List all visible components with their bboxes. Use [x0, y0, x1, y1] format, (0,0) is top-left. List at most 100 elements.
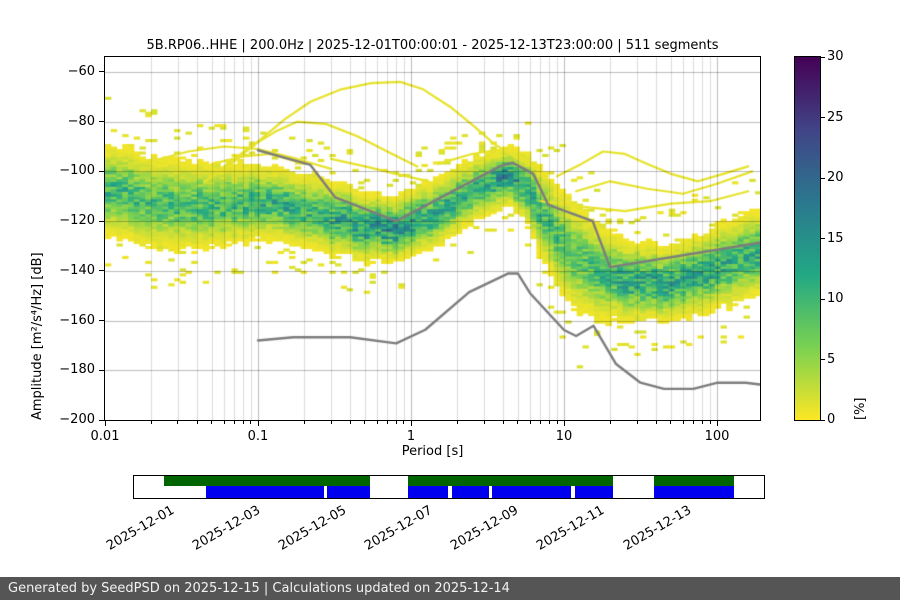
x-minor-tick	[242, 421, 244, 424]
x-minor-tick	[330, 421, 332, 424]
x-minor-tick	[517, 421, 519, 424]
y-tick	[99, 220, 104, 222]
coverage-segment-green	[654, 476, 734, 486]
date-tick-label: 2025-12-05	[276, 503, 350, 554]
x-minor-tick	[364, 421, 366, 424]
plot-area	[104, 56, 761, 421]
x-minor-tick	[211, 421, 213, 424]
colorbar-tick-label: 0	[827, 412, 836, 427]
coverage-segment-blue	[575, 486, 613, 498]
colorbar-tick-label: 30	[827, 49, 844, 64]
coverage-segment-green	[163, 476, 371, 486]
y-tick	[99, 121, 104, 123]
colorbar-tick-label: 25	[827, 109, 844, 125]
x-tick-label: 100	[704, 429, 730, 444]
y-tick-label: −160	[59, 312, 95, 328]
x-minor-tick	[548, 421, 550, 424]
x-minor-tick	[250, 421, 252, 424]
x-minor-tick	[655, 421, 657, 424]
y-tick-label: −200	[59, 412, 95, 427]
x-tick	[104, 421, 106, 426]
y-tick	[99, 71, 104, 73]
x-tick	[563, 421, 565, 426]
y-tick	[99, 419, 104, 421]
x-minor-tick	[483, 421, 485, 424]
x-minor-tick	[701, 421, 703, 424]
x-minor-tick	[529, 421, 531, 424]
colorbar-label: [%]	[853, 397, 868, 421]
y-tick-label: −140	[59, 262, 95, 278]
x-tick-label: 0.1	[247, 429, 269, 444]
colorbar-tick	[821, 238, 825, 239]
x-minor-tick	[177, 421, 179, 424]
x-tick	[716, 421, 718, 426]
colorbar-tick-label: 15	[827, 230, 844, 246]
colorbar	[794, 56, 821, 421]
x-tick-label: 10	[555, 429, 573, 444]
x-minor-tick	[233, 421, 235, 424]
x-minor-tick	[349, 421, 351, 424]
date-tick-label: 2025-12-07	[362, 503, 436, 554]
x-minor-tick	[376, 421, 378, 424]
date-tick-label: 2025-12-13	[620, 503, 694, 554]
x-minor-tick	[539, 421, 541, 424]
colorbar-tick-label: 20	[827, 170, 844, 185]
colorbar-tick-label: 10	[827, 291, 844, 306]
x-minor-tick	[636, 421, 638, 424]
coverage-segment-blue	[327, 486, 371, 498]
coverage-segment-blue	[654, 486, 734, 498]
x-minor-tick	[609, 421, 611, 424]
coverage-segment-blue	[452, 486, 489, 498]
date-tick-label: 2025-12-03	[190, 503, 264, 554]
date-tick-label: 2025-12-11	[534, 503, 608, 554]
colorbar-tick	[821, 177, 825, 179]
x-minor-tick	[150, 421, 152, 424]
colorbar-tick	[821, 117, 825, 118]
coverage-segment-green	[408, 476, 613, 486]
colorbar-tick	[821, 419, 825, 421]
coverage-segment-blue	[408, 486, 449, 498]
y-tick-label: −60	[67, 63, 95, 79]
x-tick-label: 1	[406, 429, 416, 444]
x-minor-tick	[670, 421, 672, 424]
y-axis-label: Amplitude [m²/s⁴/Hz] [dB]	[30, 252, 45, 420]
x-minor-tick	[692, 421, 694, 424]
x-minor-tick	[395, 421, 397, 424]
x-minor-tick	[386, 421, 388, 424]
y-tick-label: −80	[67, 113, 95, 129]
y-tick	[99, 170, 104, 172]
x-tick-label: 0.01	[90, 429, 120, 444]
x-minor-tick	[502, 421, 504, 424]
colorbar-gradient	[795, 57, 820, 420]
y-tick	[99, 320, 104, 322]
plot-title: 5B.RP06..HHE | 200.0Hz | 2025-12-01T00:0…	[146, 38, 719, 53]
x-minor-tick	[223, 421, 225, 424]
date-tick-label: 2025-12-09	[448, 503, 522, 554]
y-tick	[99, 270, 104, 272]
y-tick	[99, 369, 104, 371]
y-tick-label: −180	[59, 362, 95, 378]
y-tick-label: −100	[59, 163, 95, 179]
colorbar-tick-label: 5	[827, 351, 836, 367]
y-tick-label: −120	[59, 213, 95, 229]
colorbar-tick	[821, 298, 825, 300]
x-axis-label: Period [s]	[401, 444, 464, 459]
footer-text: Generated by SeedPSD on 2025-12-15 | Cal…	[8, 581, 510, 596]
x-minor-tick	[403, 421, 405, 424]
x-minor-tick	[456, 421, 458, 424]
x-minor-tick	[303, 421, 305, 424]
x-minor-tick	[196, 421, 198, 424]
x-tick	[410, 421, 412, 426]
colorbar-tick	[821, 359, 825, 360]
x-tick	[257, 421, 259, 426]
x-minor-tick	[709, 421, 711, 424]
footer-bar: Generated by SeedPSD on 2025-12-15 | Cal…	[0, 577, 900, 600]
coverage-segment-blue	[491, 486, 572, 498]
coverage-segment-blue	[205, 486, 325, 498]
x-minor-tick	[556, 421, 558, 424]
date-tick-label: 2025-12-01	[104, 503, 178, 554]
x-minor-tick	[682, 421, 684, 424]
ppsd-histogram-canvas	[105, 57, 760, 420]
colorbar-tick	[821, 56, 825, 58]
